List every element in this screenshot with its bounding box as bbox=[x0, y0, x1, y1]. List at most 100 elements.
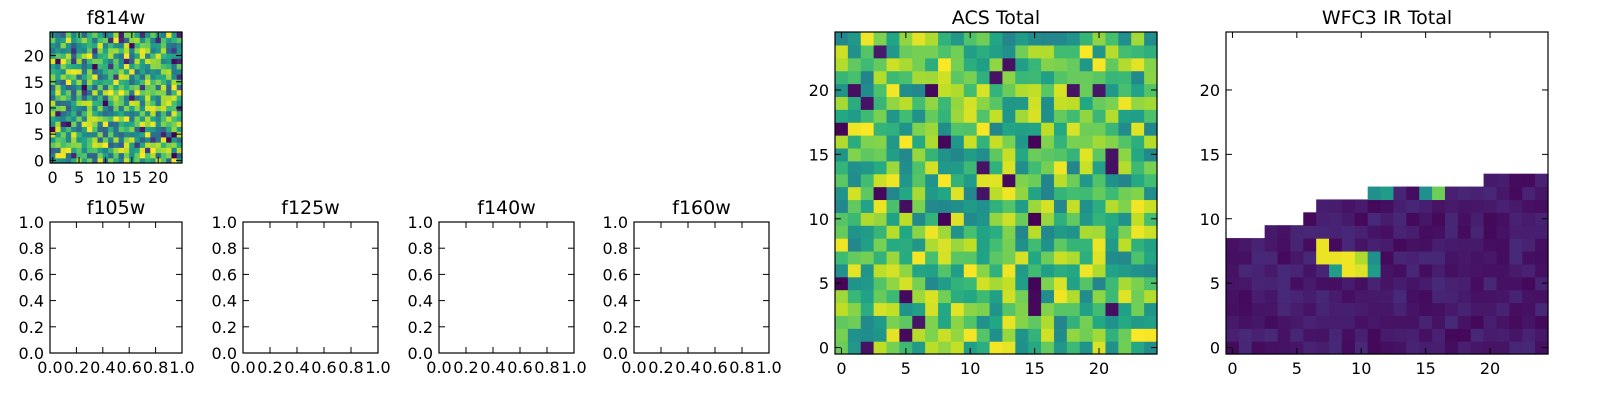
heatmap-cell bbox=[1303, 238, 1317, 252]
heatmap-cell bbox=[1354, 341, 1369, 355]
heatmap-cell bbox=[912, 212, 926, 226]
heatmap-cell bbox=[92, 79, 99, 85]
heatmap-cell bbox=[118, 110, 125, 117]
heatmap-cell bbox=[912, 263, 926, 278]
heatmap-cell bbox=[847, 199, 862, 213]
heatmap-cell bbox=[108, 147, 114, 154]
heatmap-cell bbox=[886, 250, 900, 265]
heatmap-cell bbox=[155, 42, 162, 49]
heatmap-cell bbox=[155, 52, 162, 59]
heatmap-cell bbox=[108, 100, 114, 106]
heatmap-cell bbox=[950, 328, 965, 342]
heatmap-cell bbox=[963, 341, 978, 355]
heatmap-cell bbox=[176, 89, 183, 96]
x-tick-label: 0.6 bbox=[311, 358, 336, 377]
heatmap-cell bbox=[1380, 212, 1395, 226]
heatmap-cell bbox=[129, 136, 136, 143]
heatmap-cell bbox=[102, 42, 109, 49]
heatmap-cell bbox=[102, 68, 109, 75]
heatmap-cell bbox=[860, 199, 875, 213]
heatmap-cell bbox=[102, 152, 109, 159]
heatmap-cell bbox=[860, 96, 875, 110]
heatmap-cell bbox=[873, 250, 888, 265]
heatmap-cell bbox=[976, 122, 991, 136]
x-tick-label: 10 bbox=[1351, 359, 1371, 378]
heatmap-cell bbox=[139, 89, 146, 96]
heatmap-cell bbox=[55, 52, 62, 59]
heatmap-cell bbox=[1118, 57, 1132, 72]
heatmap-cell bbox=[950, 135, 965, 149]
heatmap-cell bbox=[145, 68, 151, 75]
heatmap-cell bbox=[92, 126, 99, 133]
heatmap-cell bbox=[1041, 96, 1055, 110]
heatmap-cell bbox=[1393, 225, 1407, 239]
heatmap-cell bbox=[65, 110, 72, 117]
heatmap-cell bbox=[86, 32, 93, 38]
heatmap-cell bbox=[171, 79, 178, 85]
heatmap-cell bbox=[899, 173, 913, 188]
heatmap-cell bbox=[1015, 135, 1029, 149]
heatmap-cell bbox=[835, 263, 849, 278]
axes-frame bbox=[834, 31, 1158, 355]
heatmap-cell bbox=[1015, 315, 1029, 329]
heatmap-cell bbox=[1522, 289, 1536, 304]
heatmap-cell bbox=[1522, 173, 1536, 188]
heatmap-cell bbox=[1118, 135, 1132, 149]
heatmap-cell bbox=[92, 32, 99, 38]
heatmap-cell bbox=[1316, 328, 1330, 342]
heatmap-cell bbox=[1053, 32, 1068, 46]
heatmap-cell bbox=[1066, 147, 1081, 162]
heatmap-cell bbox=[1290, 289, 1304, 304]
heatmap-cell bbox=[1470, 263, 1485, 278]
heatmap-cell bbox=[873, 186, 888, 201]
heatmap-cell bbox=[989, 263, 1004, 278]
heatmap-cell bbox=[123, 121, 130, 127]
heatmap-cell bbox=[1432, 302, 1446, 316]
heatmap-cell bbox=[989, 250, 1004, 265]
heatmap-cell bbox=[950, 122, 965, 136]
heatmap-cell bbox=[176, 32, 183, 38]
heatmap-cell bbox=[976, 96, 991, 110]
heatmap-cell bbox=[1066, 83, 1081, 97]
heatmap-cell bbox=[1496, 302, 1510, 316]
heatmap-cell bbox=[123, 73, 130, 80]
heatmap-cell bbox=[1444, 276, 1459, 291]
heatmap-cell bbox=[55, 73, 62, 80]
heatmap-cell bbox=[65, 73, 72, 80]
heatmap-cell bbox=[1092, 341, 1107, 355]
heatmap-cell bbox=[1066, 225, 1081, 239]
heatmap-cell bbox=[886, 109, 900, 123]
heatmap-cell bbox=[1419, 225, 1433, 239]
heatmap-cell bbox=[1028, 212, 1042, 226]
heatmap-cell bbox=[938, 315, 952, 329]
heatmap-cell bbox=[1066, 32, 1081, 46]
heatmap-cell bbox=[171, 94, 178, 101]
heatmap-cell bbox=[886, 263, 900, 278]
heatmap-cell bbox=[1105, 225, 1119, 239]
heatmap-cell bbox=[1380, 225, 1395, 239]
heatmap-cell bbox=[176, 126, 183, 133]
heatmap-cell bbox=[123, 94, 130, 101]
heatmap-cell bbox=[1354, 225, 1369, 239]
heatmap-cell bbox=[71, 121, 77, 127]
heatmap-cell bbox=[976, 83, 991, 97]
heatmap-cell bbox=[1470, 315, 1485, 329]
heatmap-cell bbox=[1002, 225, 1016, 239]
heatmap-cell bbox=[145, 121, 151, 127]
heatmap-cell bbox=[71, 32, 77, 38]
heatmap-cell bbox=[899, 122, 913, 136]
heatmap-cell bbox=[150, 58, 157, 65]
x-tick-label: 10 bbox=[960, 359, 980, 378]
heatmap-cell bbox=[118, 89, 125, 96]
heatmap-cell bbox=[1303, 250, 1317, 265]
heatmap-cell bbox=[873, 341, 888, 355]
heatmap-cell bbox=[118, 131, 125, 138]
heatmap-cell bbox=[1041, 83, 1055, 97]
heatmap-cell bbox=[1028, 147, 1042, 162]
heatmap-cell bbox=[145, 136, 151, 143]
y-tick-label: 20 bbox=[24, 47, 44, 66]
heatmap-cell bbox=[1118, 212, 1132, 226]
heatmap-cell bbox=[1419, 199, 1433, 213]
heatmap-cell bbox=[60, 157, 67, 164]
heatmap-cell bbox=[50, 47, 56, 54]
